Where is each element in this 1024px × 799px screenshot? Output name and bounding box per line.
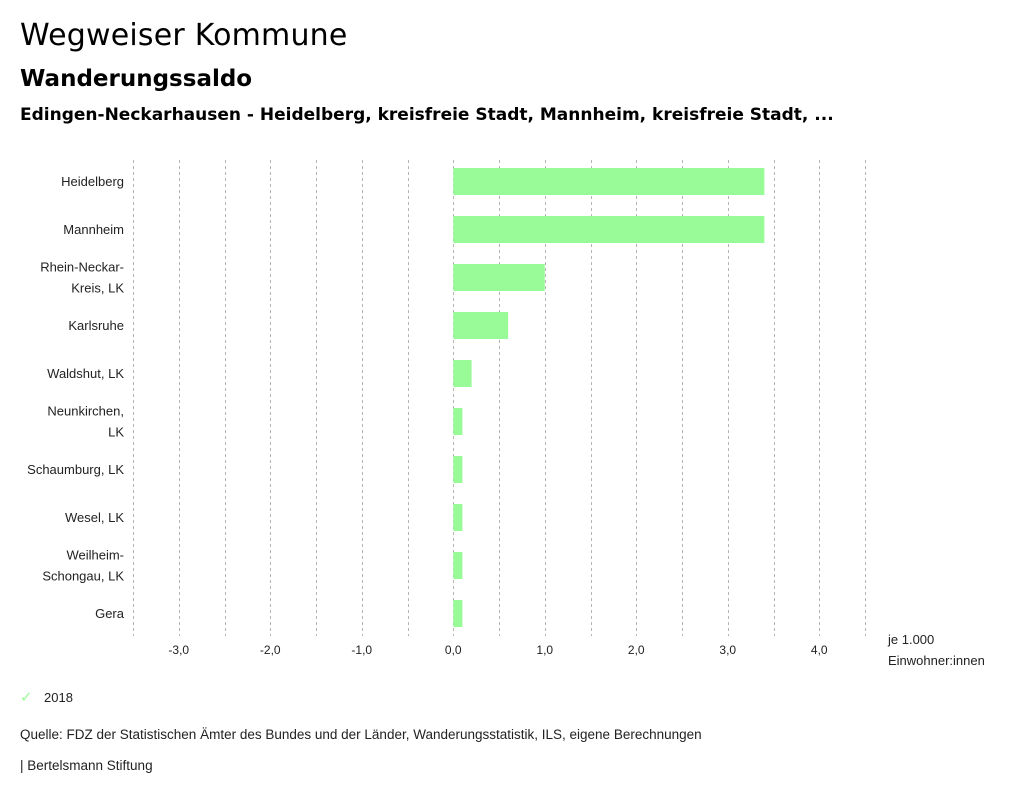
category-label: Waldshut, LK bbox=[47, 366, 124, 381]
category-label: Mannheim bbox=[63, 222, 124, 237]
x-tick-label: -2,0 bbox=[260, 643, 281, 657]
x-tick-label: -1,0 bbox=[351, 643, 372, 657]
bar[interactable] bbox=[453, 216, 765, 243]
category-label: Karlsruhe bbox=[68, 318, 124, 333]
legend-label: 2018 bbox=[44, 689, 73, 705]
x-axis-unit-line-1: je 1.000 bbox=[888, 632, 935, 647]
bar-chart: Heidelberg Mannheim Rhein-Neckar- Kreis, LK… bbox=[27, 160, 866, 657]
category-label: LK bbox=[108, 425, 124, 440]
x-tick-label: 0,0 bbox=[445, 643, 462, 657]
x-tick-label: 3,0 bbox=[719, 643, 736, 657]
legend-item-2018[interactable]: ✓ 2018 bbox=[20, 688, 73, 706]
category-label: Schongau, LK bbox=[42, 569, 124, 584]
bar[interactable] bbox=[453, 600, 463, 627]
x-axis-unit-label: je 1.000 Einwohner:innen bbox=[888, 629, 985, 671]
bar[interactable] bbox=[453, 264, 545, 291]
page-title: Wegweiser Kommune bbox=[20, 18, 348, 53]
bar[interactable] bbox=[453, 456, 463, 483]
category-label: Weilheim- bbox=[66, 548, 124, 563]
category-label: Schaumburg, LK bbox=[27, 462, 124, 477]
x-axis-unit-line-2: Einwohner:innen bbox=[888, 653, 985, 668]
bar[interactable] bbox=[453, 504, 463, 531]
check-icon: ✓ bbox=[20, 689, 33, 706]
source-note: Quelle: FDZ der Statistischen Ämter des … bbox=[20, 727, 702, 742]
bar[interactable] bbox=[453, 408, 463, 435]
x-tick-label: -3,0 bbox=[168, 643, 189, 657]
bar[interactable] bbox=[453, 168, 765, 195]
bar[interactable] bbox=[453, 312, 509, 339]
category-label: Rhein-Neckar- bbox=[40, 260, 124, 275]
chart-context: Edingen-Neckarhausen - Heidelberg, kreis… bbox=[20, 105, 834, 125]
category-label: Heidelberg bbox=[61, 174, 124, 189]
x-tick-label: 1,0 bbox=[536, 643, 553, 657]
bar[interactable] bbox=[453, 360, 472, 387]
category-label: Gera bbox=[95, 606, 125, 621]
bar[interactable] bbox=[453, 552, 463, 579]
x-tick-label: 4,0 bbox=[811, 643, 828, 657]
category-labels: Heidelberg Mannheim Rhein-Neckar- Kreis, LK… bbox=[27, 174, 125, 621]
x-tick-labels: -3,0 -2,0 -1,0 0,0 1,0 2,0 3,0 4,0 bbox=[168, 643, 828, 657]
category-label: Neunkirchen, bbox=[47, 404, 124, 419]
category-label: Kreis, LK bbox=[71, 281, 124, 296]
bars bbox=[453, 168, 765, 627]
brand-note: | Bertelsmann Stiftung bbox=[20, 758, 153, 773]
x-tick-label: 2,0 bbox=[628, 643, 645, 657]
chart-subtitle: Wanderungssaldo bbox=[20, 66, 253, 92]
category-label: Wesel, LK bbox=[65, 510, 124, 525]
